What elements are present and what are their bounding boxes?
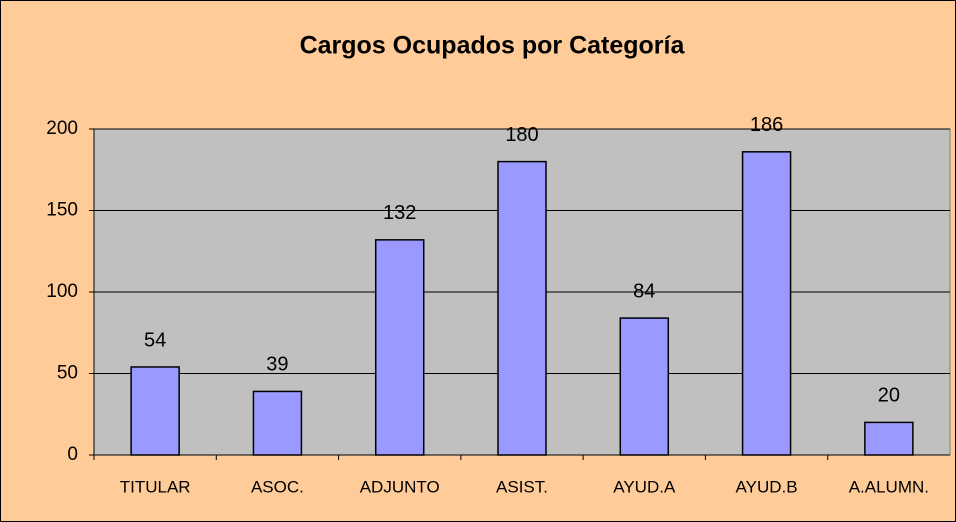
y-tick-label: 100 — [46, 281, 78, 302]
bar — [252, 390, 303, 456]
data-label: 84 — [633, 280, 655, 302]
x-tick-label: A.ALUMN. — [849, 477, 929, 496]
bar — [497, 160, 547, 456]
y-tick-label: 200 — [46, 118, 78, 139]
data-label: 39 — [266, 354, 288, 376]
data-label: 54 — [144, 329, 166, 351]
y-tick-label: 0 — [67, 444, 78, 465]
bar — [130, 366, 180, 456]
data-label: 180 — [505, 124, 538, 146]
x-tick-label: TITULAR — [120, 477, 191, 496]
data-label: 132 — [383, 202, 416, 224]
data-label: 186 — [750, 114, 783, 136]
x-tick-label: AYUD.B — [736, 477, 798, 496]
bar — [741, 151, 792, 456]
bar — [864, 421, 914, 456]
y-tick-label: 150 — [46, 200, 78, 221]
x-tick-label: ASIST. — [496, 477, 548, 496]
x-tick-label: ASOC. — [251, 477, 304, 496]
y-tick-label: 50 — [57, 363, 78, 384]
bar — [374, 239, 425, 456]
chart-title: Cargos Ocupados por Categoría — [300, 32, 686, 60]
bar — [619, 317, 670, 456]
data-label: 20 — [878, 385, 900, 407]
x-tick-label: ADJUNTO — [360, 477, 440, 496]
x-tick-label: AYUD.A — [613, 477, 676, 496]
